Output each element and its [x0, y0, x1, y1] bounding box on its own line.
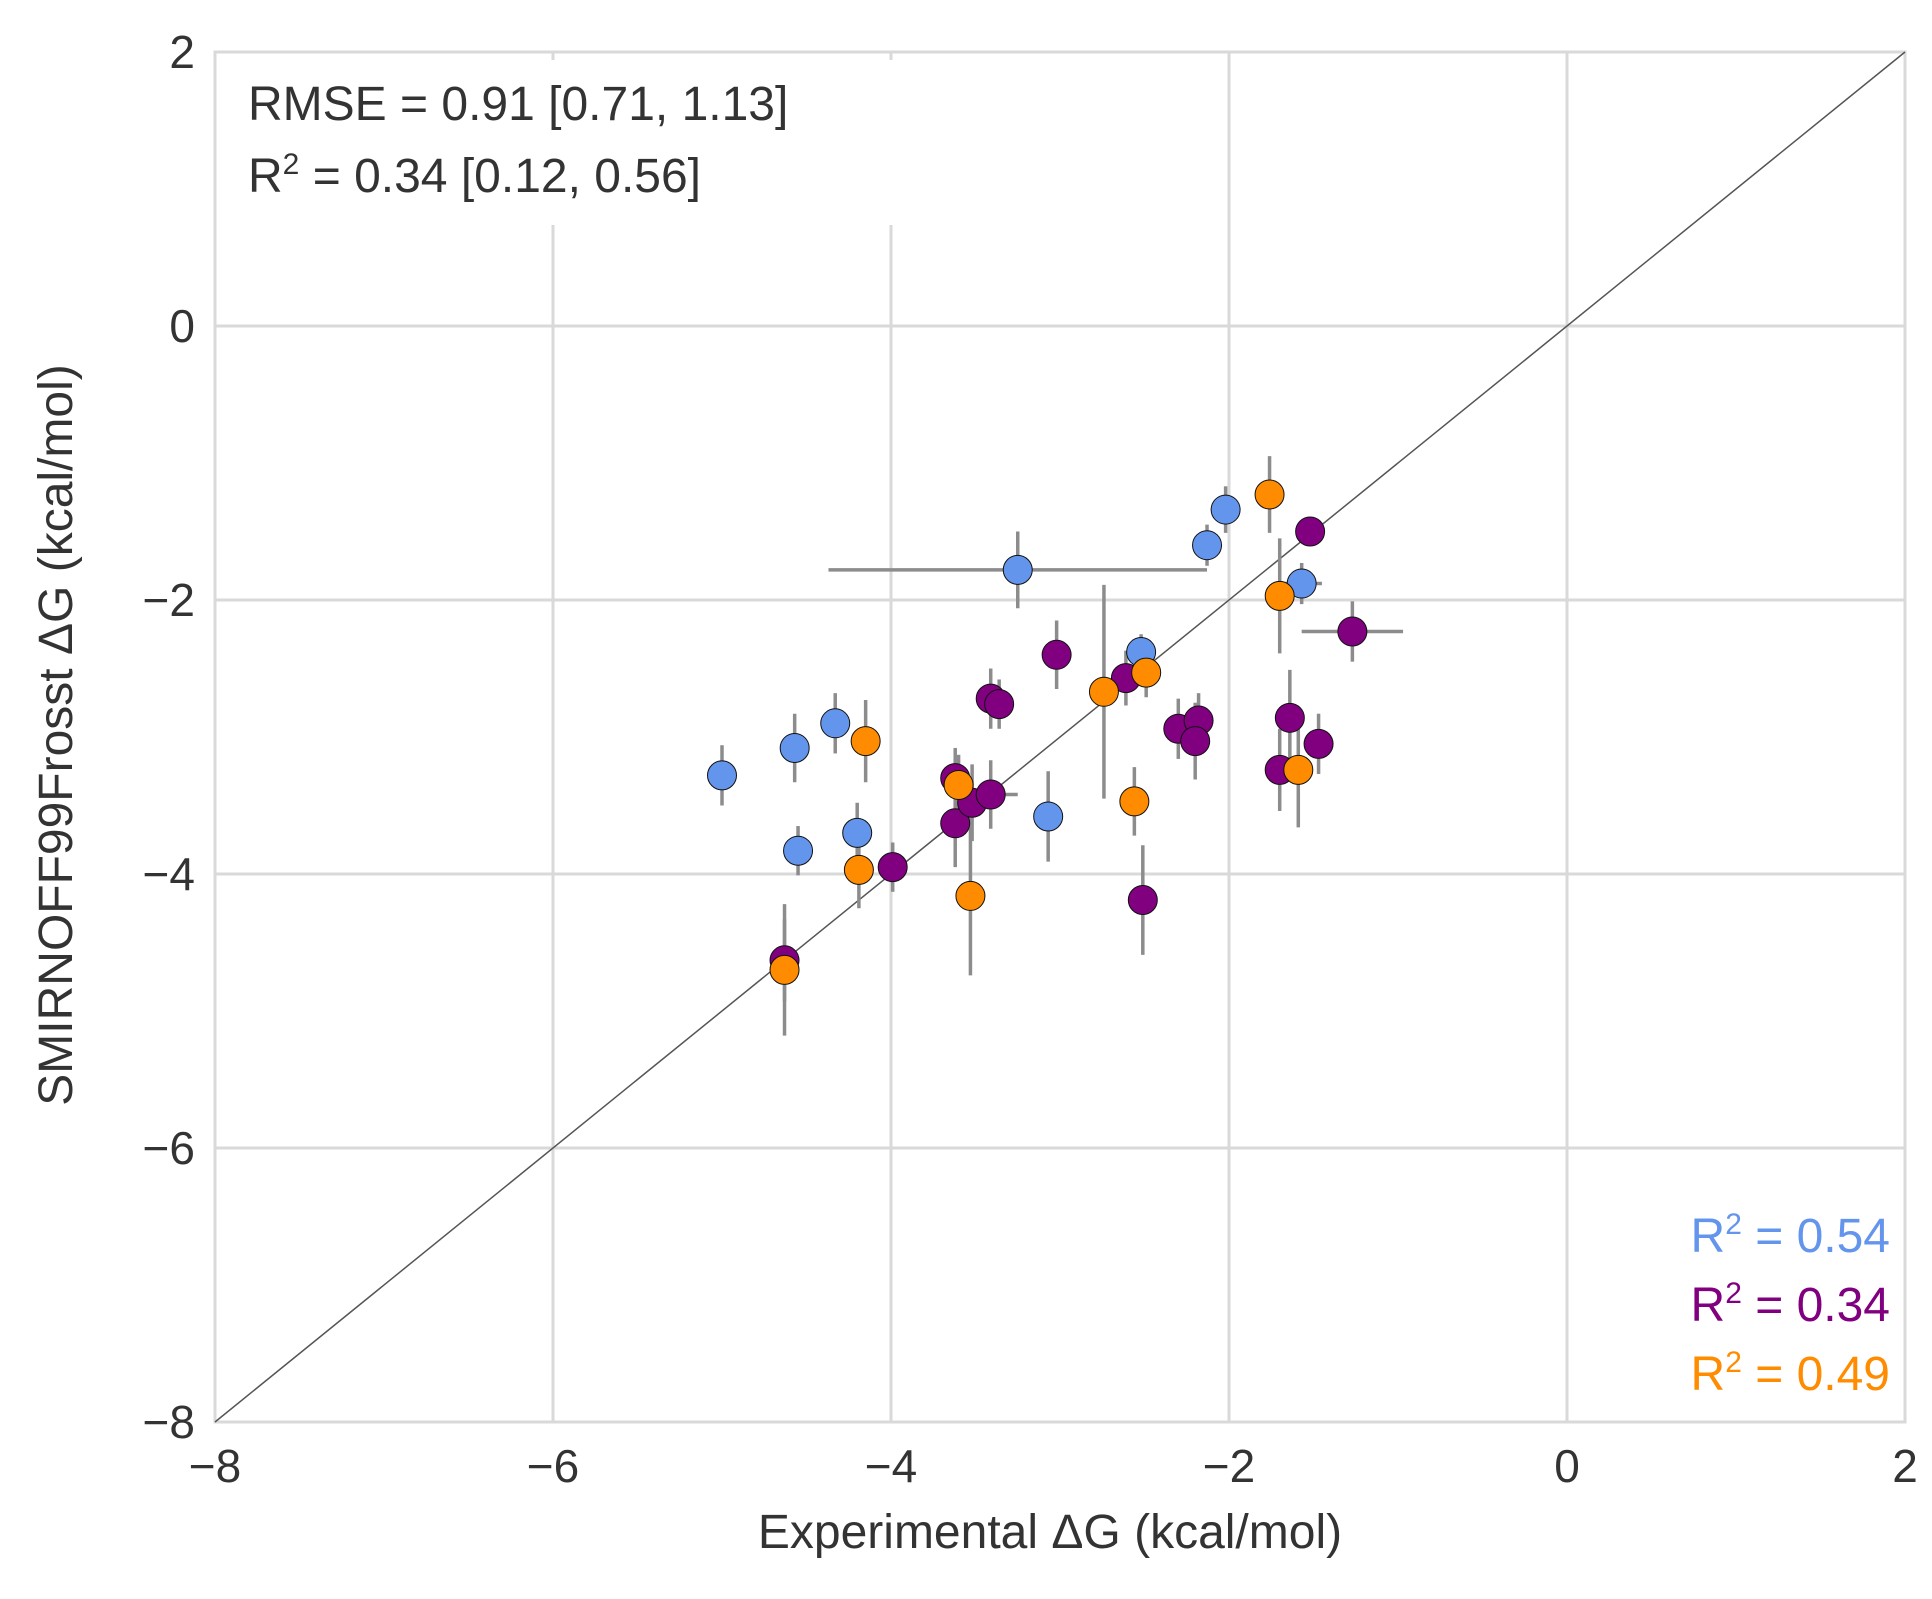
x-tick-label: 0 — [1554, 1440, 1580, 1492]
data-point — [943, 769, 974, 800]
data-point — [1002, 554, 1033, 585]
stats-annotation: RMSE = 0.91 [0.71, 1.13] R2 = 0.34 [0.12… — [240, 60, 940, 225]
legend-superscript: 2 — [1725, 1346, 1742, 1379]
x-tick-labels: −8 −6 −4 −2 0 2 — [189, 1440, 1918, 1492]
legend-superscript: 2 — [1725, 1208, 1742, 1241]
x-tick-label: −2 — [1203, 1440, 1255, 1492]
data-point — [1127, 885, 1158, 916]
y-tick-label: −8 — [143, 1396, 195, 1448]
legend-r-symbol: R — [1691, 1279, 1726, 1332]
legend-value: = 0.54 — [1742, 1210, 1890, 1263]
data-point — [1033, 801, 1064, 832]
x-tick-label: −6 — [527, 1440, 579, 1492]
data-point — [1274, 702, 1305, 733]
data-point — [843, 854, 874, 885]
data-point — [1264, 580, 1295, 611]
data-point — [842, 817, 873, 848]
data-point — [707, 760, 737, 791]
data-point — [1041, 639, 1072, 670]
y-tick-label: 0 — [169, 300, 195, 352]
plot-border — [213, 50, 1907, 1424]
data-point — [940, 808, 971, 839]
legend-value: = 0.34 — [1742, 1279, 1890, 1332]
data-point — [975, 779, 1006, 810]
y-tick-label: 2 — [169, 26, 195, 78]
data-point — [783, 835, 814, 866]
r2-annotation: R2 = 0.34 [0.12, 0.56] — [248, 148, 701, 203]
y-axis-label: SMIRNOFF99Frosst ΔG (kcal/mol) — [30, 364, 83, 1105]
x-tick-label: −4 — [865, 1440, 917, 1492]
r2-annotation-symbol: R — [248, 150, 283, 203]
data-point — [1192, 530, 1223, 561]
data-point — [1088, 676, 1119, 707]
data-point — [984, 689, 1015, 720]
x-axis-label: Experimental ΔG (kcal/mol) — [758, 1506, 1342, 1559]
r2-annotation-superscript: 2 — [283, 148, 300, 181]
legend-r-symbol: R — [1691, 1210, 1726, 1263]
data-point — [850, 726, 881, 757]
data-point — [877, 852, 908, 883]
data-point — [1337, 616, 1368, 647]
y-tick-label: −6 — [143, 1122, 195, 1174]
legend-r-symbol: R — [1691, 1348, 1726, 1401]
data-point — [769, 954, 800, 985]
annotation-background — [240, 60, 940, 225]
x-tick-label: −8 — [189, 1440, 241, 1492]
data-point — [1131, 657, 1162, 688]
x-tick-label: 2 — [1892, 1440, 1918, 1492]
identity-line — [214, 51, 1906, 1423]
y-tick-label: −4 — [143, 848, 195, 900]
data-point — [1254, 479, 1285, 510]
data-point — [1180, 726, 1211, 757]
data-point — [1303, 728, 1334, 759]
plot-frame — [213, 50, 1907, 1424]
legend-entry: R2 = 0.54 — [1691, 1208, 1890, 1263]
data-point — [820, 708, 851, 739]
rmse-annotation: RMSE = 0.91 [0.71, 1.13] — [248, 78, 788, 131]
y-tick-label: −2 — [143, 574, 195, 626]
data-point — [1295, 516, 1326, 547]
data-point — [1210, 494, 1241, 525]
y-tick-labels: −8 −6 −4 −2 0 2 — [143, 26, 195, 1448]
legend-value: = 0.49 — [1742, 1348, 1890, 1401]
r2-annotation-value: = 0.34 [0.12, 0.56] — [299, 150, 701, 203]
data-point — [1119, 786, 1150, 817]
data-point — [779, 732, 810, 763]
data-point — [1283, 754, 1314, 785]
data-points — [707, 479, 1368, 985]
data-point — [955, 880, 986, 911]
legend-entry: R2 = 0.34 — [1691, 1277, 1890, 1332]
legend-entry: R2 = 0.49 — [1691, 1346, 1890, 1401]
legend-superscript: 2 — [1725, 1277, 1742, 1310]
